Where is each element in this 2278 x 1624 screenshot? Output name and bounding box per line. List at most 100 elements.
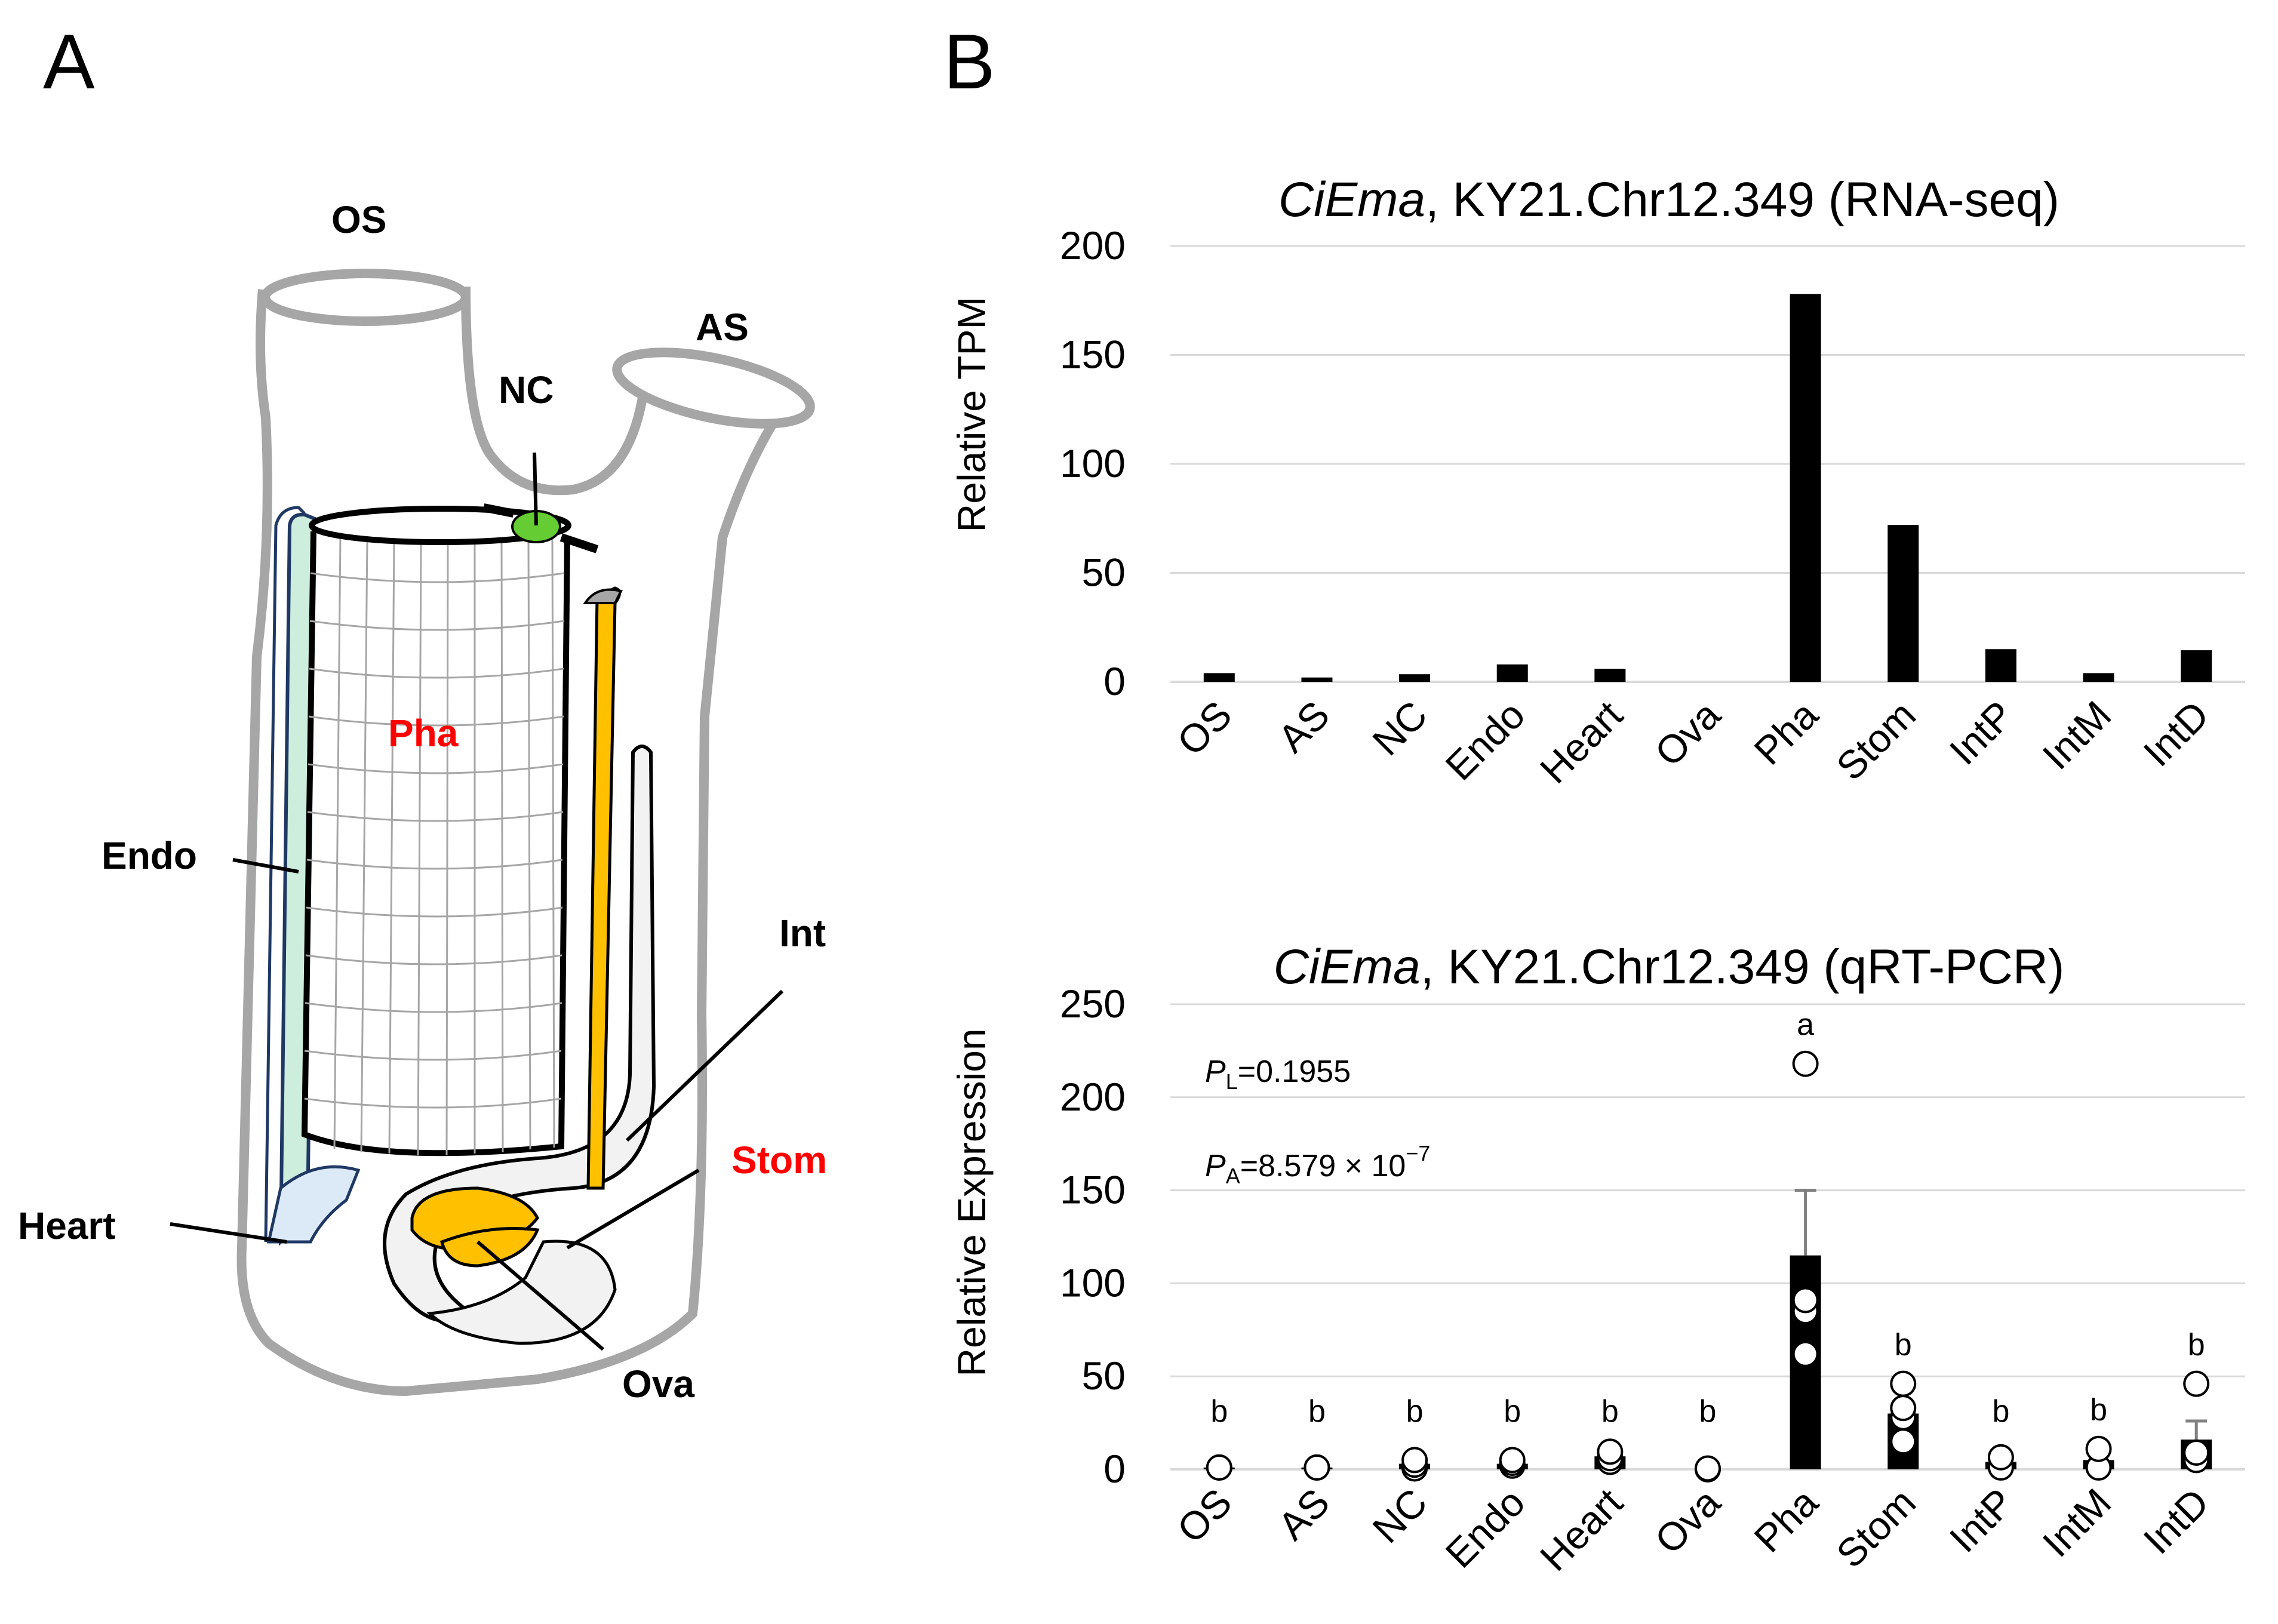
ascidian-diagram: OS AS NC Pha Endo Int Stom Heart Ova [18, 198, 827, 1405]
bar-intm [2083, 673, 2114, 682]
label-int: Int [779, 912, 826, 955]
y-tick-label: 100 [1060, 441, 1126, 485]
pa-exp: −7 [1406, 1141, 1430, 1165]
significance-letter: b [2188, 1328, 2205, 1362]
label-nc: NC [499, 368, 554, 411]
bar-as [1301, 677, 1333, 682]
data-point [1792, 1287, 1819, 1314]
bar-stom [1887, 525, 1919, 682]
data-point [1792, 1340, 1819, 1367]
category-label: Endo [1437, 1480, 1533, 1576]
qrtpcr-y-ticks: 0 50 100 150 200 250 [1060, 982, 1126, 1491]
bar-intp [1985, 649, 2016, 682]
label-ova: Ova [622, 1362, 694, 1405]
label-stom: Stom [731, 1139, 827, 1182]
category-label: IntD [2135, 1480, 2217, 1563]
significance-letter: b [1601, 1394, 1619, 1429]
label-endo: Endo [102, 834, 197, 877]
bar-pha [1790, 294, 1821, 682]
qrtpcr-chart-title: CiEma, KY21.Chr12.349 (qRT-PCR) [1274, 940, 2065, 994]
data-point [1206, 1454, 1232, 1481]
significance-letter: b [1406, 1394, 1424, 1429]
data-point [1597, 1438, 1624, 1465]
category-label: IntP [1941, 693, 2021, 773]
significance-letter: b [2090, 1393, 2107, 1428]
rnaseq-title-rest: , KY21.Chr12.349 (RNA-seq) [1425, 173, 2059, 227]
category-label: OS [1169, 1480, 1240, 1552]
pa-value: =8.579 × 10 [1240, 1149, 1406, 1183]
endo-outer [264, 506, 306, 1242]
qrtpcr-error-bars [1794, 1189, 2208, 1440]
bar-intd [2181, 650, 2212, 682]
category-label: Endo [1437, 693, 1533, 789]
data-point [1401, 1447, 1428, 1474]
significance-letter: b [1992, 1394, 2009, 1429]
qrtpcr-chart: CiEma, KY21.Chr12.349 (qRT-PCR) Relative… [949, 940, 2245, 1579]
category-label: OS [1169, 693, 1240, 764]
significance-letter: b [1699, 1394, 1717, 1429]
y-tick-label: 0 [1103, 659, 1126, 703]
qrtpcr-points [1206, 1050, 2210, 1482]
y-tick-label: 150 [1060, 333, 1126, 377]
y-tick-label: 50 [1082, 550, 1126, 595]
data-point [1792, 1050, 1819, 1077]
qrtpcr-title-rest: , KY21.Chr12.349 (qRT-PCR) [1421, 940, 2065, 994]
significance-letter: b [1504, 1394, 1521, 1429]
label-heart: Heart [18, 1204, 116, 1247]
category-label: IntP [1941, 1480, 2021, 1561]
label-os: OS [331, 198, 386, 241]
y-tick-label: 0 [1103, 1447, 1126, 1491]
significance-letter: b [1210, 1394, 1228, 1429]
category-label: IntM [2034, 1480, 2119, 1565]
category-label: Pha [1745, 1480, 1827, 1561]
y-tick-label: 250 [1060, 982, 1126, 1026]
panel-letter-a: A [43, 18, 95, 105]
rnaseq-title-gene: CiEma [1278, 173, 1425, 227]
bar-endo [1496, 664, 1528, 682]
data-point [1304, 1454, 1330, 1481]
pl-label: P [1205, 1054, 1226, 1089]
rnaseq-y-ticks: 0 50 100 150 200 [1060, 223, 1126, 703]
pa-sub: A [1226, 1164, 1240, 1188]
category-label: IntM [2034, 693, 2119, 778]
rnaseq-gridlines [1170, 245, 2245, 683]
qrtpcr-title-gene: CiEma [1274, 940, 1421, 994]
qrtpcr-gridlines [1170, 1003, 2245, 1471]
y-tick-label: 200 [1060, 223, 1126, 267]
data-point [2183, 1439, 2210, 1466]
as-siphon-rim [612, 347, 815, 429]
category-label: NC [1364, 693, 1435, 764]
data-point [1890, 1370, 1917, 1397]
rnaseq-chart-title: CiEma, KY21.Chr12.349 (RNA-seq) [1278, 173, 2059, 227]
pl-annotation: PL=0.1955 [1205, 1054, 1351, 1094]
pa-label: P [1205, 1149, 1226, 1183]
bar-nc [1399, 674, 1431, 682]
category-label: Ova [1646, 1480, 1729, 1562]
significance-letter: a [1797, 1008, 1814, 1042]
esophagus-shape [586, 586, 621, 1190]
category-label: Stom [1828, 1480, 1924, 1576]
category-label: Stom [1828, 693, 1924, 789]
category-label: AS [1269, 1480, 1338, 1549]
category-label: Heart [1532, 1480, 1631, 1579]
heart-shape [266, 1165, 361, 1244]
category-label: IntD [2135, 693, 2217, 775]
qrtpcr-bars [1203, 1255, 2212, 1469]
label-pha: Pha [388, 712, 459, 755]
pharynx-grid [304, 537, 565, 1156]
data-point [1987, 1444, 2014, 1471]
rnaseq-chart: CiEma, KY21.Chr12.349 (RNA-seq) Relative… [949, 173, 2245, 792]
category-label: Pha [1745, 692, 1827, 773]
y-tick-label: 100 [1060, 1260, 1126, 1305]
category-label: Ova [1646, 692, 1729, 774]
pharynx [301, 506, 571, 1157]
pl-sub: L [1226, 1069, 1238, 1094]
data-point [1890, 1395, 1917, 1422]
data-point [2085, 1435, 2112, 1462]
category-label: AS [1269, 693, 1338, 761]
qrtpcr-y-label: Relative Expression [949, 1028, 994, 1376]
bar-heart [1594, 669, 1626, 682]
panel-letter-b: B [943, 18, 995, 105]
